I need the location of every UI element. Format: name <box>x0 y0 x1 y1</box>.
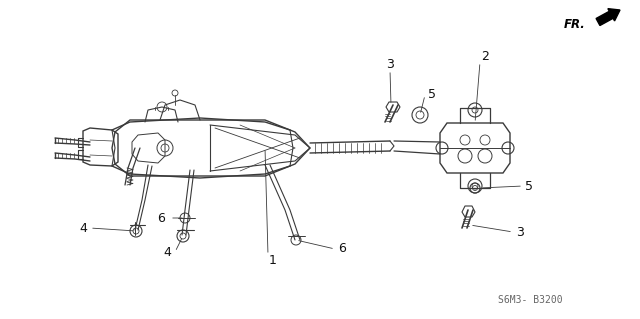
Text: 3: 3 <box>516 226 524 239</box>
Text: 1: 1 <box>269 255 277 268</box>
FancyArrow shape <box>596 9 620 26</box>
Text: 6: 6 <box>338 242 346 256</box>
Text: 6: 6 <box>157 211 165 225</box>
Text: 5: 5 <box>428 88 436 101</box>
Text: 5: 5 <box>525 180 533 192</box>
Text: 4: 4 <box>79 221 87 234</box>
Text: S6M3- B3200: S6M3- B3200 <box>498 295 563 305</box>
Text: 2: 2 <box>481 50 489 63</box>
Text: 3: 3 <box>386 57 394 70</box>
Text: 4: 4 <box>163 246 171 258</box>
Text: FR.: FR. <box>563 19 585 32</box>
